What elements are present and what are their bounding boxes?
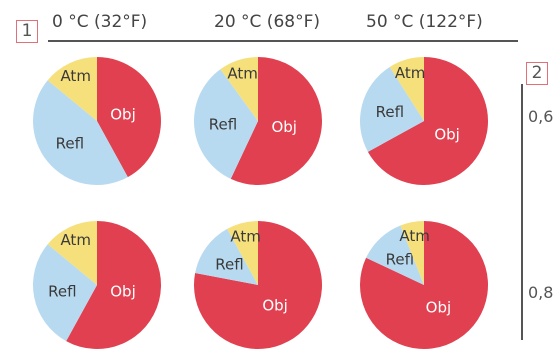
top-divider-line — [48, 40, 518, 42]
pie-1: Obj Refl Atm — [33, 56, 161, 185]
pie-5-label-obj: Obj — [262, 297, 288, 315]
column-header-50c: 50 °C (122°F) — [366, 12, 483, 32]
row-label-0-8: 0,8 — [528, 283, 554, 302]
marker-1: 1 — [16, 20, 38, 43]
pie-1-slice-obj — [97, 57, 161, 178]
row-label-0-6: 0,6 — [528, 107, 554, 126]
pie-2: Obj Refl Atm — [193, 57, 322, 185]
pie-4-label-obj: Obj — [110, 283, 136, 301]
pie-2-label-atm: Atm — [227, 65, 258, 83]
pie-1-label-refl: Refl — [56, 134, 84, 152]
pie-1-label-obj: Obj — [110, 105, 136, 123]
pie-6-label-obj: Obj — [426, 299, 452, 317]
pie-5-label-refl: Refl — [215, 255, 243, 273]
pie-1-label-atm: Atm — [60, 67, 91, 85]
pie-5-slice-atm — [227, 221, 258, 285]
pie-5-label-atm: Atm — [230, 228, 261, 246]
pie-3: Obj Refl Atm — [360, 56, 489, 185]
pie-4: Obj Refl Atm — [33, 220, 162, 349]
pie-5-slice-obj — [193, 221, 322, 349]
pie-2-slice-obj — [230, 57, 322, 185]
pie-2-label-obj: Obj — [271, 118, 297, 136]
pie-6-label-refl: Refl — [386, 250, 414, 268]
side-divider-line — [521, 84, 523, 340]
pie-2-slice-refl — [193, 69, 258, 179]
pie-4-label-atm: Atm — [60, 231, 91, 249]
pie-3-slice-obj — [367, 57, 489, 185]
pie-1-slice-refl — [33, 80, 128, 185]
pie-3-label-refl: Refl — [376, 103, 404, 121]
pie-6-label-atm: Atm — [399, 227, 430, 245]
pie-6: Obj Refl Atm — [359, 220, 488, 350]
pie-2-label-refl: Refl — [209, 115, 237, 133]
pie-6-slice-refl — [366, 225, 424, 285]
pie-4-label-refl: Refl — [48, 283, 76, 301]
pie-5: Obj Refl Atm — [193, 221, 322, 349]
pie-3-slice-atm — [389, 56, 424, 121]
marker-2: 2 — [526, 62, 548, 85]
pie-6-slice-obj — [359, 221, 488, 350]
pie-3-label-obj: Obj — [434, 126, 460, 144]
pie-6-slice-atm — [400, 220, 424, 285]
column-header-0c: 0 °C (32°F) — [52, 12, 148, 32]
pie-3-slice-refl — [360, 66, 424, 152]
column-header-20c: 20 °C (68°F) — [214, 12, 320, 32]
pie-1-slice-atm — [47, 56, 97, 121]
pie-4-slice-refl — [33, 244, 97, 342]
pie-4-slice-atm — [47, 221, 97, 285]
pie-3-label-atm: Atm — [395, 64, 426, 82]
pie-5-slice-refl — [195, 228, 258, 285]
pie-2-slice-atm — [220, 57, 258, 121]
pie-4-slice-obj — [66, 220, 162, 349]
